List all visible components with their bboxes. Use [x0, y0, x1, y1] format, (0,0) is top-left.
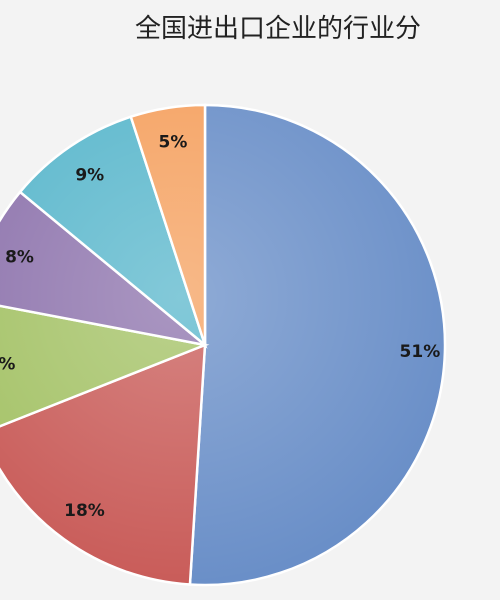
data-label: 51%	[400, 342, 441, 362]
data-label: 18%	[64, 501, 105, 521]
data-label: 8%	[5, 248, 34, 268]
data-label: 9%	[0, 354, 15, 374]
data-label: 9%	[75, 165, 104, 185]
chart-title: 全国进出口企业的行业分	[135, 14, 421, 44]
labels: 51% 18% 9% 8% 9% 5%	[0, 133, 440, 521]
data-label: 5%	[158, 133, 187, 153]
